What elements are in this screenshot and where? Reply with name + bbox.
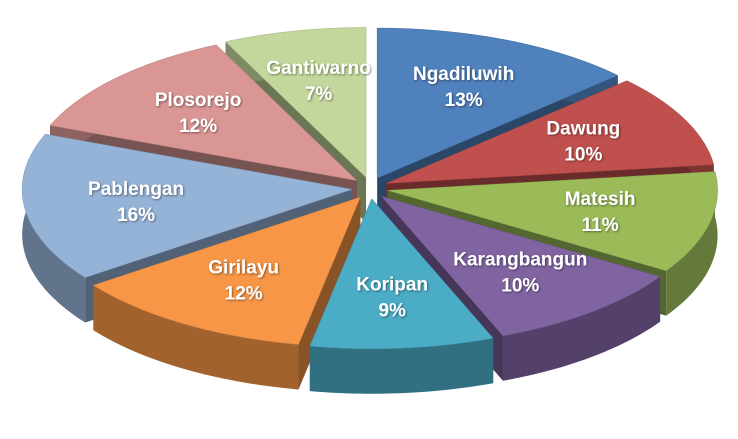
slice-value-label: 10% bbox=[564, 144, 602, 165]
slice-group bbox=[309, 198, 494, 394]
slice-value-label: 9% bbox=[378, 300, 406, 321]
slice-label: Girilayu bbox=[208, 258, 279, 279]
slice bbox=[21, 133, 353, 278]
slice-value-label: 16% bbox=[117, 205, 155, 226]
slice-value-label: 12% bbox=[179, 116, 217, 137]
slice-label: Gantiwarno bbox=[266, 58, 371, 79]
slice-label: Plosorejo bbox=[155, 90, 242, 111]
slice bbox=[376, 27, 619, 179]
slice-wall bbox=[666, 171, 718, 316]
slice-wall bbox=[309, 338, 494, 394]
slice-value-label: 11% bbox=[582, 215, 619, 236]
slice bbox=[387, 171, 718, 272]
slice-label: Ngadiluwih bbox=[413, 64, 514, 85]
slice-label: Dawung bbox=[546, 118, 620, 139]
slice bbox=[225, 27, 367, 179]
slice bbox=[92, 196, 361, 345]
slice-value-label: 10% bbox=[501, 276, 539, 297]
slice-value-label: 7% bbox=[305, 84, 333, 105]
slice bbox=[386, 80, 715, 184]
slice-value-label: 12% bbox=[225, 284, 263, 305]
slice-label: Pablengan bbox=[88, 179, 184, 200]
slice bbox=[380, 195, 661, 337]
slice-wall bbox=[93, 285, 299, 390]
slice-label: Koripan bbox=[356, 274, 428, 295]
slice bbox=[49, 44, 358, 181]
slice-label: Matesih bbox=[565, 189, 636, 210]
slice-wall bbox=[502, 276, 661, 381]
slice-value-label: 13% bbox=[445, 90, 483, 111]
slice-label: Karangbangun bbox=[453, 250, 587, 271]
slice bbox=[309, 198, 494, 350]
slice-group bbox=[92, 196, 361, 390]
